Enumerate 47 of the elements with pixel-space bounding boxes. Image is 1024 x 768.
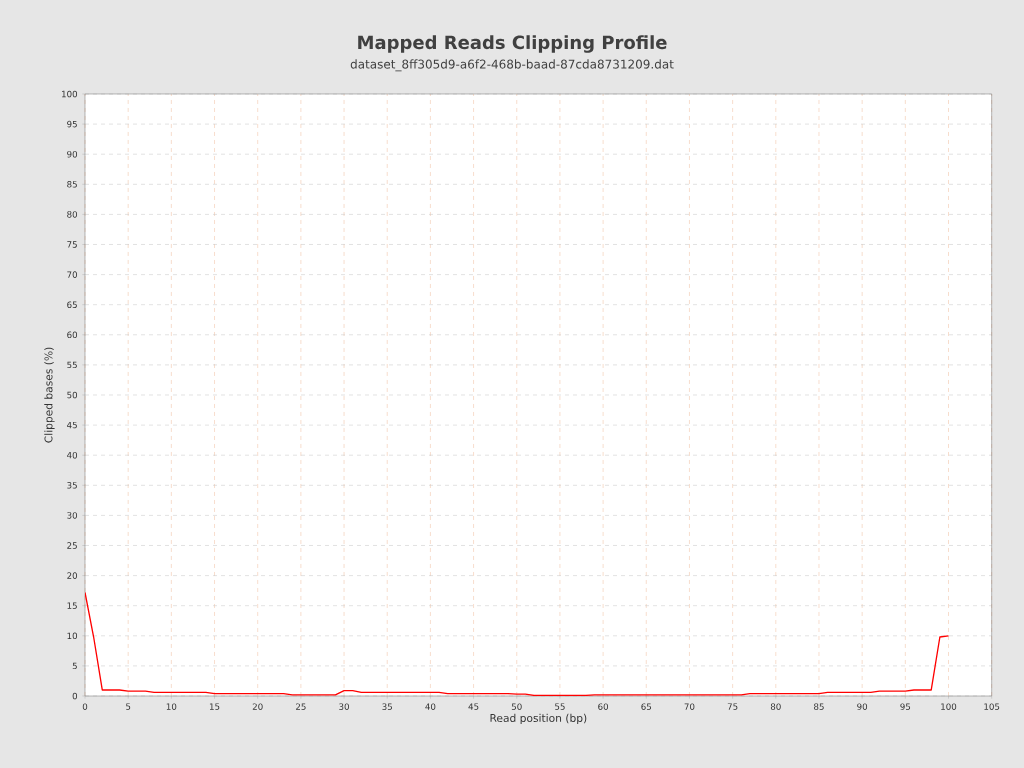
x-tick-label: 35 <box>382 703 392 710</box>
x-tick-label: 70 <box>684 703 695 710</box>
y-tick-label: 30 <box>67 512 78 519</box>
x-tick-label: 30 <box>339 703 349 710</box>
x-tick-label: 40 <box>425 703 436 710</box>
x-tick-label: 25 <box>295 703 306 710</box>
y-tick-label: 75 <box>67 241 77 248</box>
y-tick-label: 50 <box>67 391 78 399</box>
y-tick-label: 45 <box>67 421 77 429</box>
y-tick-label: 25 <box>67 542 77 549</box>
y-tick-label: 55 <box>67 361 77 369</box>
x-tick-label: 75 <box>727 703 738 710</box>
y-tick-label: 5 <box>72 662 77 670</box>
y-tick-label: 40 <box>67 451 78 459</box>
x-tick-label: 95 <box>900 703 911 710</box>
y-tick-label: 10 <box>67 632 78 640</box>
x-tick-label: 50 <box>511 703 522 710</box>
y-tick-label: 0 <box>72 692 78 700</box>
x-tick-label: 5 <box>126 703 131 710</box>
y-tick-label: 85 <box>67 181 77 188</box>
chart-subtitle: dataset_8ff305d9-a6f2-468b-baad-87cda8731209.dat <box>350 59 674 72</box>
x-tick-label: 105 <box>984 703 1000 710</box>
x-tick-label: 60 <box>598 703 609 710</box>
x-tick-label: 65 <box>641 703 652 710</box>
x-tick-label: 100 <box>941 703 957 710</box>
x-tick-label: 45 <box>468 703 479 710</box>
x-tick-label: 0 <box>82 703 88 710</box>
x-tick-label: 80 <box>770 703 781 710</box>
x-tick-label: 15 <box>209 703 220 710</box>
y-tick-label: 65 <box>67 301 77 308</box>
y-tick-label: 90 <box>67 150 78 158</box>
y-tick-label: 80 <box>67 211 78 218</box>
x-tick-label: 55 <box>555 703 565 710</box>
y-tick-label: 95 <box>67 120 77 128</box>
chart-title: Mapped Reads Clipping Profile <box>358 35 667 53</box>
x-tick-label: 20 <box>252 703 263 710</box>
x-tick-label: 10 <box>166 703 177 710</box>
x-tick-label: 90 <box>857 703 868 710</box>
y-axis-title: Clipped bases (%) <box>44 347 55 443</box>
y-tick-label: 15 <box>67 602 77 609</box>
y-tick-label: 100 <box>62 90 78 98</box>
y-tick-label: 60 <box>67 331 78 339</box>
x-axis-title: Read position (bp) <box>490 713 587 725</box>
x-tick-label: 85 <box>814 703 824 710</box>
y-tick-label: 70 <box>67 271 78 278</box>
y-tick-label: 20 <box>67 572 78 579</box>
y-tick-label: 35 <box>67 482 77 489</box>
